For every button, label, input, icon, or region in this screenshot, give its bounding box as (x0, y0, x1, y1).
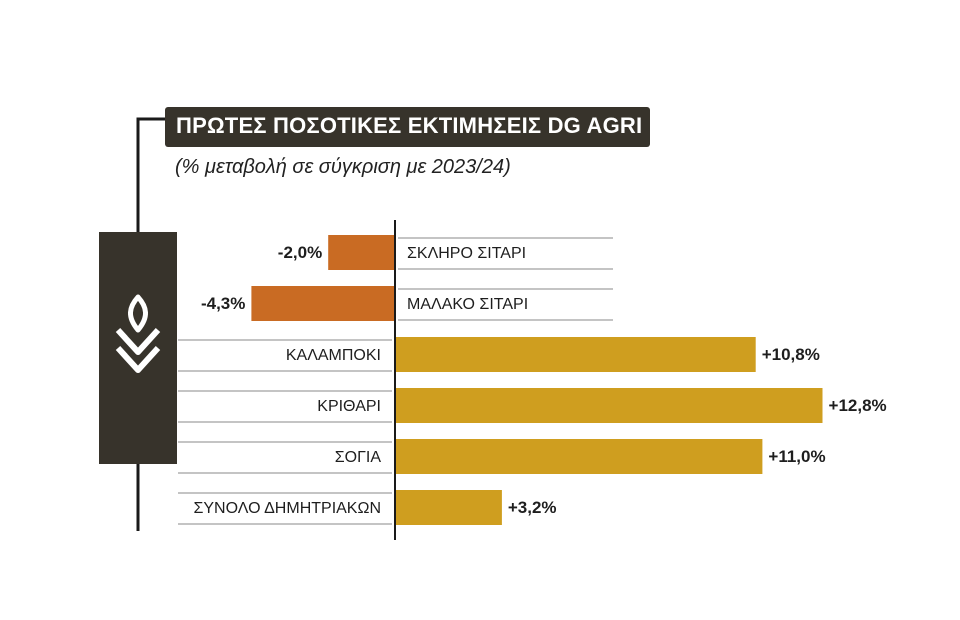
value-label: +12,8% (828, 396, 887, 415)
category-label: ΣΟΓΙΑ (334, 449, 381, 466)
bar-3 (395, 337, 756, 372)
category-label: ΚΡΙΘΑΡΙ (317, 398, 381, 415)
category-label: ΜΑΛΑΚΟ ΣΙΤΑΡΙ (407, 296, 529, 313)
category-label: ΣΥΝΟΛΟ ΔΗΜΗΤΡΙΑΚΩΝ (193, 500, 381, 517)
value-label: +10,8% (761, 345, 820, 364)
value-label: +11,0% (768, 447, 826, 466)
title-box (165, 107, 650, 147)
bar-4 (395, 388, 823, 423)
chart-title: ΠΡΩΤΕΣ ΠΟΣΟΤΙΚΕΣ ΕΚΤΙΜΗΣΕΙΣ DG AGRI (176, 113, 643, 138)
wheat-icon (115, 294, 161, 373)
category-label: ΣΚΛΗΡΟ ΣΙΤΑΡΙ (407, 245, 527, 262)
bar-1 (328, 235, 395, 270)
category-label: ΚΑΛΑΜΠΟΚΙ (285, 347, 381, 364)
bar-2 (251, 286, 395, 321)
bar-5 (395, 439, 763, 474)
value-label: +3,2% (507, 498, 557, 517)
value-label: -4,3% (200, 294, 246, 313)
chart-subtitle: (% μεταβολή σε σύγκριση με 2023/24) (175, 156, 511, 178)
value-label: -2,0% (277, 243, 323, 262)
bar-6 (395, 490, 502, 525)
